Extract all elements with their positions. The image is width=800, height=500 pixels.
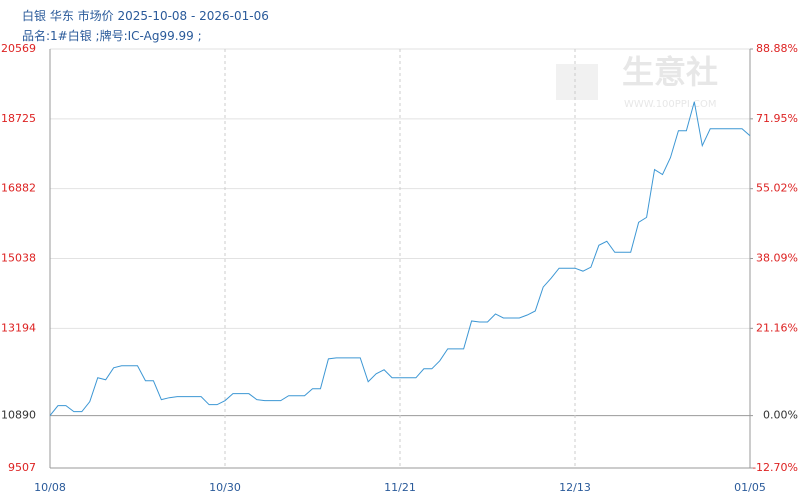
y-tick-label: 10890 xyxy=(1,409,36,422)
chart-subtitle: 品名:1#白银 ;牌号:IC-Ag99.99 ; xyxy=(22,28,202,43)
watermark: 生意社 WWW.100PPI.COM xyxy=(556,53,718,110)
x-tick-label: 01/05 xyxy=(734,481,766,494)
y-tick-label: 16882 xyxy=(1,182,36,195)
y-tick-label: 20569 xyxy=(1,42,36,55)
y-tick-label: 18725 xyxy=(1,112,36,125)
y2-tick-label: 88.88% xyxy=(756,42,798,55)
y2-tick-label: 71.95% xyxy=(756,112,798,125)
watermark-text: 生意社 xyxy=(622,53,718,91)
chart-title: 白银 华东 市场价 2025-10-08 - 2026-01-06 xyxy=(22,8,269,23)
x-tick-label: 10/08 xyxy=(34,481,66,494)
y2-tick-label: 55.02% xyxy=(756,182,798,195)
x-tick-label: 12/13 xyxy=(559,481,591,494)
line-series xyxy=(49,101,751,416)
x-tick-label: 11/21 xyxy=(384,481,416,494)
y2-tick-label: 38.09% xyxy=(756,252,798,265)
y2-tick-label: 21.16% xyxy=(756,321,798,334)
y-tick-label: 15038 xyxy=(1,252,36,265)
y-tick-label: 13194 xyxy=(1,321,36,334)
y-tick-label: 9507 xyxy=(8,461,36,474)
watermark-logo xyxy=(556,64,598,100)
x-tick-label: 10/30 xyxy=(209,481,241,494)
y2-tick-label: 0.00% xyxy=(763,409,798,422)
y2-tick-label: -12.70% xyxy=(752,461,798,474)
watermark-url: WWW.100PPI.COM xyxy=(624,99,716,110)
